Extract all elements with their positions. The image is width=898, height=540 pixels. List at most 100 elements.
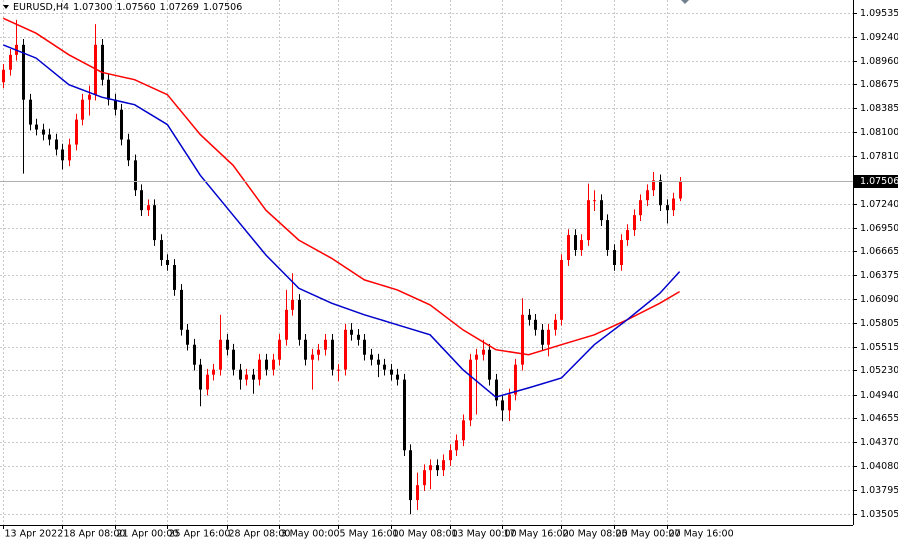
y-tick-label: 1.06375 — [860, 270, 898, 281]
candle-body — [272, 359, 275, 370]
y-tick-label: 1.08960 — [860, 56, 898, 67]
current-price-box — [854, 175, 898, 188]
candle-body — [304, 339, 307, 360]
candle-body — [528, 314, 531, 320]
candle-body — [377, 359, 380, 365]
candle-body — [396, 374, 399, 380]
candle-body — [134, 160, 137, 191]
moving-average-line — [2, 17, 680, 356]
candle-body — [587, 200, 590, 241]
candle-body — [173, 264, 176, 290]
candle-body — [206, 374, 209, 390]
candle-body — [212, 369, 215, 375]
candle-body — [574, 235, 577, 251]
x-tick-label: 20 May 08:00 — [563, 529, 628, 540]
x-tick-label: 3 May 00:00 — [281, 529, 340, 540]
candle-body — [55, 139, 58, 150]
candle-body — [9, 54, 12, 70]
candle-body — [593, 200, 596, 202]
y-tick-label: 1.09535 — [860, 8, 898, 19]
candle-body — [488, 349, 491, 380]
candle-body — [160, 240, 163, 261]
candle-body — [613, 250, 616, 265]
candle-body — [101, 44, 104, 80]
candle-body — [344, 329, 347, 370]
candle-body — [442, 460, 445, 471]
x-tick-label: 5 May 16:00 — [340, 529, 399, 540]
candle-body — [35, 124, 38, 130]
y-tick-label: 1.04080 — [860, 461, 898, 472]
candle-body — [298, 299, 301, 340]
y-tick-label: 1.07810 — [860, 151, 898, 162]
x-tick-label: 25 Apr 16:00 — [169, 529, 231, 540]
x-tick-label: 27 May 16:00 — [669, 529, 734, 540]
candle-body — [180, 289, 183, 330]
x-tick-label: 10 May 08:00 — [393, 529, 458, 540]
candle-body — [127, 139, 130, 161]
y-tick-label: 1.09240 — [860, 32, 898, 43]
candle-body — [193, 344, 196, 365]
candle-body — [560, 260, 563, 320]
candle-body — [534, 319, 537, 330]
y-tick-label: 1.03795 — [860, 485, 898, 496]
y-tick-label: 1.08675 — [860, 79, 898, 90]
candle-body — [606, 220, 609, 251]
candle-body — [449, 450, 452, 461]
candle-body — [232, 349, 235, 370]
x-tick-label: 13 Apr 2022 — [5, 529, 64, 540]
candle-body — [324, 339, 327, 350]
y-tick-label: 1.04940 — [860, 390, 898, 401]
candle-body — [22, 44, 25, 100]
candle-body — [620, 240, 623, 265]
candle-body — [514, 364, 517, 395]
candle-body — [258, 359, 261, 380]
symbol: EURUSD,H4 — [13, 2, 69, 13]
y-tick-label: 1.05515 — [860, 342, 898, 353]
candle-body — [370, 354, 373, 360]
chart-shift-marker — [681, 0, 689, 4]
y-tick-label: 1.06090 — [860, 294, 898, 305]
candle-body — [639, 200, 642, 216]
candle-body — [311, 354, 314, 360]
close-value: 1.07506 — [203, 2, 242, 13]
x-tick-label: 18 Apr 08:00 — [64, 529, 126, 540]
candle-body — [659, 180, 662, 206]
y-tick-label: 1.06665 — [860, 246, 898, 257]
candle-body — [88, 94, 91, 100]
candle-body — [140, 190, 143, 211]
candle-body — [416, 485, 419, 501]
y-tick-label: 1.04370 — [860, 437, 898, 448]
y-tick-label: 1.05230 — [860, 365, 898, 376]
candle-body — [278, 339, 281, 360]
candle-body — [239, 369, 242, 380]
candle-body — [226, 339, 229, 350]
candle-body — [219, 339, 222, 370]
candle-body — [508, 394, 511, 411]
candle-body — [495, 379, 498, 401]
candle-body — [462, 420, 465, 441]
candle-body — [331, 339, 334, 370]
candle-body — [580, 240, 583, 251]
candle-body — [672, 198, 675, 211]
candle-body — [541, 329, 544, 345]
y-tick-label: 1.07240 — [860, 199, 898, 210]
candle-body — [265, 359, 268, 370]
candle-body — [120, 109, 123, 140]
candle-body — [383, 364, 386, 370]
candle-body — [252, 374, 255, 380]
candle-body — [68, 144, 71, 161]
candle-body — [455, 440, 458, 451]
candle-body — [153, 205, 156, 241]
candle-body — [646, 190, 649, 201]
y-tick-label: 1.08100 — [860, 127, 898, 138]
candle-body — [423, 470, 426, 486]
y-tick-label: 1.08385 — [860, 103, 898, 114]
candle-body — [186, 329, 189, 345]
candle-body — [390, 369, 393, 375]
candle-body — [547, 329, 550, 345]
candle-body — [679, 181, 682, 199]
candle-body — [350, 329, 353, 335]
candle-body — [633, 215, 636, 231]
candle-body — [291, 299, 294, 310]
